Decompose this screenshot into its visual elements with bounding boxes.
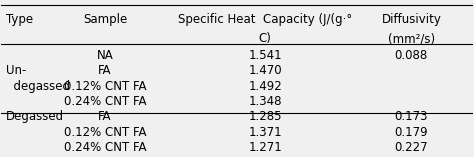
Text: 1.371: 1.371: [248, 126, 282, 139]
Text: 1.348: 1.348: [248, 95, 282, 108]
Text: 0.173: 0.173: [394, 110, 428, 123]
Text: 0.24% CNT FA: 0.24% CNT FA: [64, 141, 146, 154]
Text: Sample: Sample: [83, 13, 127, 26]
Text: 1.492: 1.492: [248, 80, 282, 93]
Text: 0.227: 0.227: [394, 141, 428, 154]
Text: FA: FA: [98, 110, 112, 123]
Text: 1.285: 1.285: [248, 110, 282, 123]
Text: degassed: degassed: [6, 80, 70, 93]
Text: 0.12% CNT FA: 0.12% CNT FA: [64, 80, 146, 93]
Text: 0.179: 0.179: [394, 126, 428, 139]
Text: 0.12% CNT FA: 0.12% CNT FA: [64, 126, 146, 139]
Text: NA: NA: [97, 49, 113, 62]
Text: 1.470: 1.470: [248, 64, 282, 77]
Text: C): C): [259, 32, 272, 45]
Text: Un-: Un-: [6, 64, 27, 77]
Text: 1.271: 1.271: [248, 141, 282, 154]
Text: FA: FA: [98, 64, 112, 77]
Text: 0.088: 0.088: [395, 49, 428, 62]
Text: Diffusivity: Diffusivity: [382, 13, 441, 26]
Text: Type: Type: [6, 13, 33, 26]
Text: Specific Heat  Capacity (J/(g·°: Specific Heat Capacity (J/(g·°: [178, 13, 352, 26]
Text: 0.24% CNT FA: 0.24% CNT FA: [64, 95, 146, 108]
Text: 1.541: 1.541: [248, 49, 282, 62]
Text: Degassed: Degassed: [6, 110, 64, 123]
Text: (mm²/s): (mm²/s): [388, 32, 435, 45]
